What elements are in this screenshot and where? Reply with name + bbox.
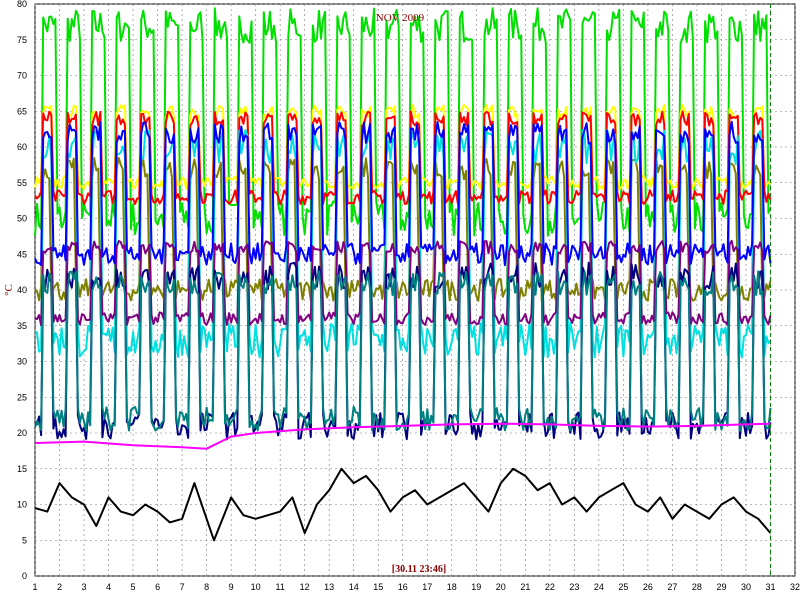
- x-tick-label: 26: [643, 582, 653, 592]
- x-tick-label: 27: [667, 582, 677, 592]
- x-tick-label: 19: [471, 582, 481, 592]
- series-line-8: [34, 270, 772, 432]
- series-line-7: [34, 261, 772, 441]
- timestamp-label: [30.11 23:46]: [392, 564, 446, 575]
- x-tick-label: 28: [692, 582, 702, 592]
- x-tick-label: 5: [131, 582, 136, 592]
- x-axis-ticks: 1 2 3 4 5 6 7 8 9 10 11 12 13 14 15 16 17 18 19 20 21 22 23 24 2…: [32, 582, 800, 592]
- x-tick-label: 23: [569, 582, 579, 592]
- x-tick-label: 7: [180, 582, 185, 592]
- x-tick-label: 20: [496, 582, 506, 592]
- chart-title: NOV 2009: [376, 12, 425, 24]
- x-tick-label: 16: [398, 582, 408, 592]
- x-tick-label: 18: [447, 582, 457, 592]
- x-tick-label: 32: [790, 582, 800, 592]
- y-tick-label: 40: [17, 285, 27, 295]
- series-line-0: [34, 7, 772, 237]
- series-line-9: [34, 422, 771, 450]
- y-tick-label: 25: [17, 392, 27, 402]
- x-tick-label: 11: [275, 582, 284, 592]
- series-line-6: [34, 120, 772, 267]
- x-tick-label: 22: [545, 582, 555, 592]
- series-line-5: [34, 239, 772, 326]
- x-tick-label: 13: [324, 582, 334, 592]
- x-tick-label: 15: [373, 582, 383, 592]
- y-tick-label: 80: [17, 0, 27, 9]
- x-tick-label: 24: [594, 582, 604, 592]
- y-tick-label: 50: [17, 214, 27, 224]
- y-tick-label: 65: [17, 106, 27, 116]
- y-tick-label: 35: [17, 321, 27, 331]
- series-lines: [34, 7, 772, 542]
- x-tick-label: 4: [106, 582, 111, 592]
- series-line-10: [34, 467, 772, 542]
- series-line-2: [34, 110, 772, 206]
- y-tick-label: 70: [17, 71, 27, 81]
- y-tick-label: 0: [22, 571, 27, 581]
- x-tick-label: 21: [520, 582, 530, 592]
- x-tick-label: 6: [155, 582, 160, 592]
- x-tick-label: 3: [82, 582, 87, 592]
- y-tick-label: 75: [17, 35, 27, 45]
- x-tick-label: 10: [251, 582, 261, 592]
- y-tick-label: 20: [17, 428, 27, 438]
- x-tick-label: 9: [229, 582, 234, 592]
- y-tick-label: 5: [22, 535, 27, 545]
- y-tick-label: 10: [17, 500, 27, 510]
- x-tick-label: 14: [349, 582, 359, 592]
- y-axis-label: °C: [3, 284, 15, 296]
- x-tick-label: 31: [765, 582, 775, 592]
- x-tick-label: 30: [741, 582, 751, 592]
- series-line-4: [34, 129, 772, 359]
- x-tick-label: 25: [618, 582, 628, 592]
- x-tick-label: 17: [422, 582, 432, 592]
- series-line-1: [34, 103, 772, 191]
- y-tick-label: 45: [17, 249, 27, 259]
- y-axis-ticks: 0 5 10 15 20 25 30 35 40 45 50 55 60 65 70 75 80: [17, 0, 27, 581]
- x-tick-label: 29: [716, 582, 726, 592]
- x-tick-label: 12: [300, 582, 310, 592]
- y-tick-label: 15: [17, 464, 27, 474]
- y-tick-label: 55: [17, 178, 27, 188]
- y-tick-label: 60: [17, 142, 27, 152]
- series-line-3: [34, 157, 772, 302]
- x-tick-label: 2: [57, 582, 62, 592]
- x-tick-label: 1: [32, 582, 37, 592]
- x-tick-label: 8: [204, 582, 209, 592]
- y-tick-label: 30: [17, 357, 27, 367]
